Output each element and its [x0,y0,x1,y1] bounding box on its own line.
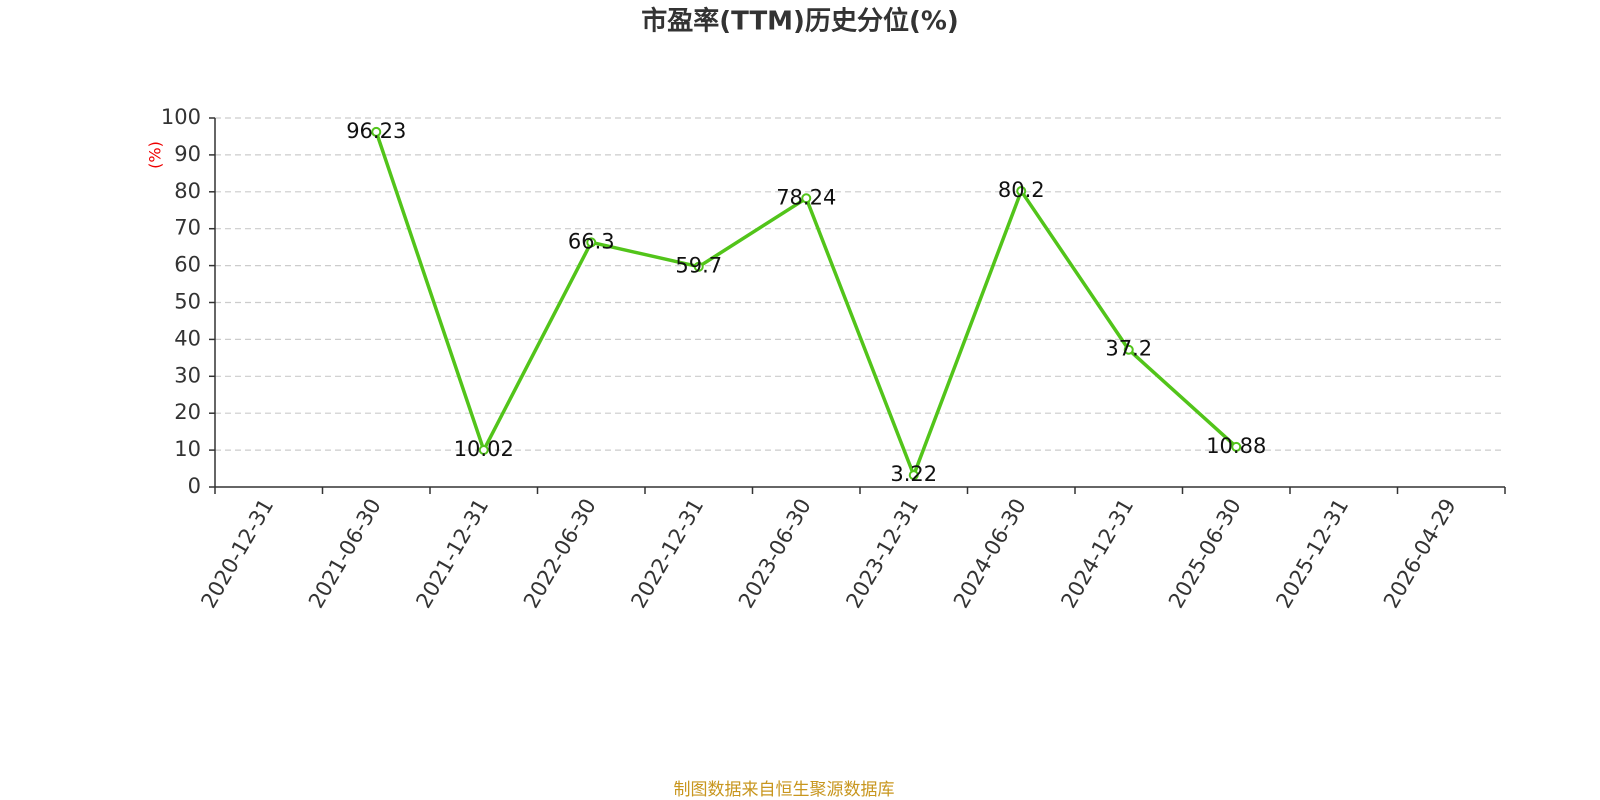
data-label: 80.2 [998,178,1045,202]
x-tick-label: 2022-06-30 [519,495,601,613]
point [908,470,919,481]
data-label: 3.22 [890,462,937,486]
y-tick-label: 30 [174,363,201,387]
data-label: 10.02 [454,437,514,461]
point [1123,344,1134,355]
source-note: 制图数据来自恒生聚源数据库 [674,780,895,800]
x-tick-label: 2024-12-31 [1056,495,1138,613]
x-tick-label: 2025-12-31 [1271,495,1353,613]
y-tick-label: 40 [174,326,201,350]
y-tick-label: 70 [174,216,201,240]
point [1016,186,1027,197]
x-tick-label: 2025-06-30 [1164,495,1246,613]
x-tick-label: 2021-06-30 [304,495,386,613]
data-label: 10.88 [1206,434,1266,458]
x-tick-label: 2020-12-31 [196,495,278,613]
point [1231,441,1242,452]
y-tick-label: 100 [161,105,201,129]
y-axis-label: (%) [146,141,165,169]
y-tick-label: 0 [188,474,201,498]
y-tick-label: 20 [174,400,201,424]
x-tick-label: 2024-06-30 [949,495,1031,613]
y-tick-label: 50 [174,290,201,314]
x-tick-label: 2022-12-31 [626,495,708,613]
x-tick-label: 2023-06-30 [734,495,816,613]
data-label: 96.23 [346,119,406,143]
data-label: 59.7 [675,254,722,278]
y-tick-label: 80 [174,179,201,203]
y-tick-label: 90 [174,142,201,166]
point [693,261,704,272]
x-tick-label: 2021-12-31 [411,495,493,613]
x-tick-label: 2026-04-29 [1379,495,1461,613]
data-label: 66.3 [568,229,615,253]
point [801,193,812,204]
y-tick-label: 60 [174,253,201,277]
data-label: 37.2 [1105,337,1152,361]
chart-title: 市盈率(TTM)历史分位(%) [641,6,959,37]
point [371,126,382,137]
data-label: 78.24 [776,185,836,209]
x-tick-label: 2023-12-31 [841,495,923,613]
y-tick-label: 10 [174,437,201,461]
line-series [374,131,1238,477]
point [586,237,597,248]
point [478,445,489,456]
